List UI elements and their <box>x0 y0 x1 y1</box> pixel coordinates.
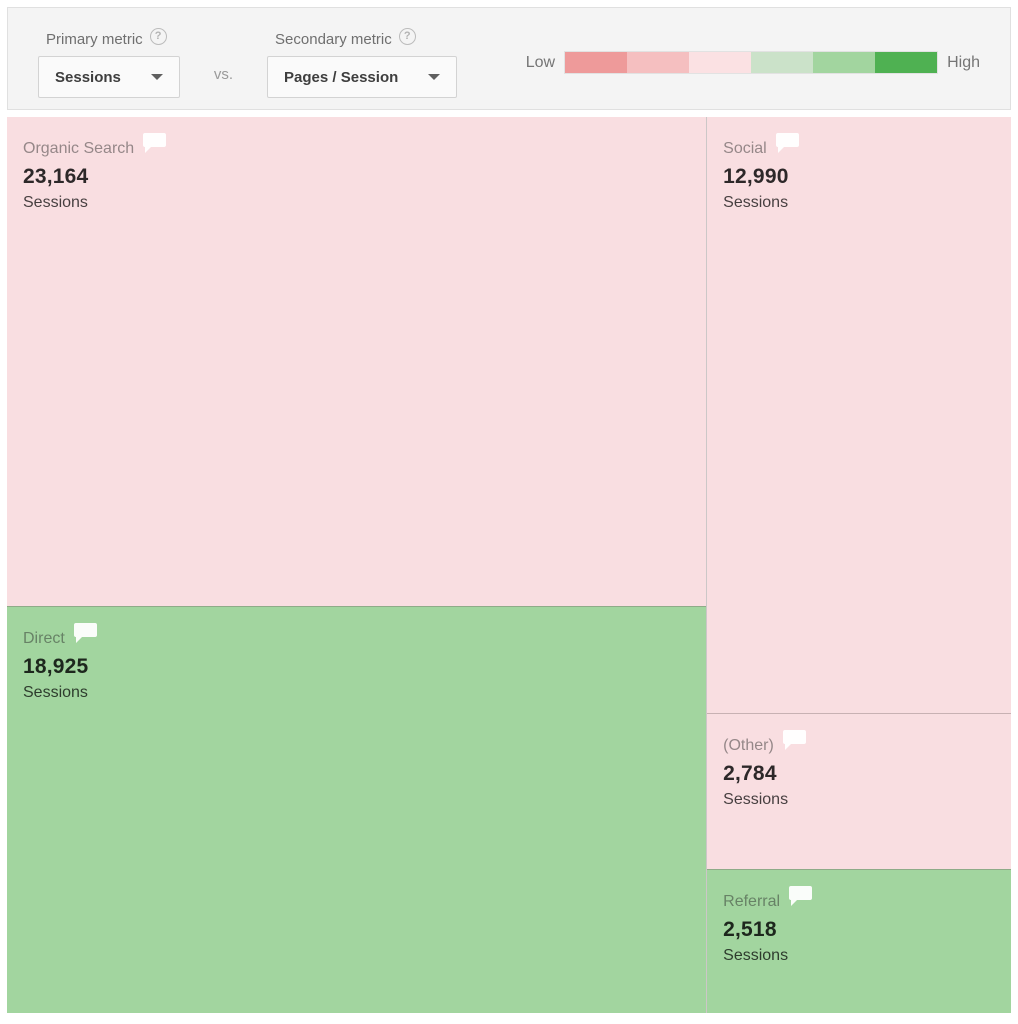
annotation-bubble-icon[interactable] <box>143 133 167 154</box>
cell-label: Referral <box>723 892 781 910</box>
annotation-bubble-icon[interactable] <box>789 885 813 907</box>
cell-unit: Sessions <box>23 194 88 211</box>
cell-label: Direct <box>23 630 65 648</box>
cell-value: 23,164 <box>23 165 89 188</box>
treemap-cell-referral[interactable]: Referral 2,518 Sessions <box>707 868 1011 1013</box>
legend-swatch <box>565 52 628 73</box>
legend-swatch <box>875 52 938 73</box>
treemap: Organic Search 23,164 Sessions Direct 18… <box>7 117 1011 1013</box>
annotation-bubble-icon[interactable] <box>73 623 97 644</box>
legend-low-label: Low <box>525 53 556 71</box>
secondary-metric-value: Pages / Session <box>284 68 399 86</box>
secondary-metric-group: Secondary metric ? Pages / Session <box>267 27 458 98</box>
cell-label: Social <box>723 140 767 157</box>
help-icon[interactable]: ? <box>149 27 167 45</box>
primary-metric-value: Sessions <box>55 68 121 86</box>
cell-head: (Other) <box>723 730 995 758</box>
legend-swatch <box>689 52 752 73</box>
cell-head: Organic Search <box>23 133 690 161</box>
legend-swatch <box>751 52 814 73</box>
vs-label: vs. <box>213 66 234 83</box>
cell-label: (Other) <box>723 737 774 755</box>
treemap-left-column: Organic Search 23,164 Sessions Direct 18… <box>7 117 707 1013</box>
treemap-right-column: Social 12,990 Sessions (Other) 2,784 Ses… <box>706 117 1011 1013</box>
primary-metric-label: Primary metric <box>46 30 143 48</box>
cell-value: 2,518 <box>723 917 777 941</box>
primary-metric-label-row: Primary metric ? <box>46 27 180 50</box>
chevron-down-icon <box>150 74 163 80</box>
cell-head: Direct <box>23 623 690 651</box>
legend-high-label: High <box>947 53 980 71</box>
secondary-metric-label: Secondary metric <box>275 30 392 48</box>
cell-unit: Sessions <box>723 946 789 964</box>
cell-head: Social <box>723 133 995 161</box>
color-scale-legend: Low High <box>526 52 980 73</box>
annotation-bubble-icon[interactable] <box>782 730 806 751</box>
help-icon[interactable]: ? <box>398 27 416 45</box>
primary-metric-group: Primary metric ? Sessions <box>38 27 180 98</box>
treemap-cell-organic-search[interactable]: Organic Search 23,164 Sessions <box>7 117 707 607</box>
treemap-cell-direct[interactable]: Direct 18,925 Sessions <box>7 606 707 1013</box>
treemap-cell-social[interactable]: Social 12,990 Sessions <box>707 117 1011 714</box>
treemap-cell-other[interactable]: (Other) 2,784 Sessions <box>707 713 1011 869</box>
secondary-metric-dropdown[interactable]: Pages / Session <box>267 56 458 98</box>
cell-unit: Sessions <box>723 194 789 211</box>
cell-value: 18,925 <box>23 655 89 679</box>
annotation-bubble-icon[interactable] <box>775 133 799 154</box>
chevron-down-icon <box>428 74 441 80</box>
cell-unit: Sessions <box>723 791 789 809</box>
control-bar: Primary metric ? Sessions vs. Secondary … <box>7 7 1011 110</box>
primary-metric-dropdown[interactable]: Sessions <box>38 56 180 98</box>
legend-swatch <box>813 52 876 73</box>
secondary-metric-label-row: Secondary metric ? <box>275 27 457 50</box>
cell-value: 2,784 <box>723 762 777 786</box>
cell-label: Organic Search <box>23 140 135 157</box>
cell-head: Referral <box>723 885 995 914</box>
legend-swatch <box>627 52 690 73</box>
cell-value: 12,990 <box>723 165 789 188</box>
legend-gradient-bar <box>565 52 938 73</box>
cell-unit: Sessions <box>23 684 88 702</box>
